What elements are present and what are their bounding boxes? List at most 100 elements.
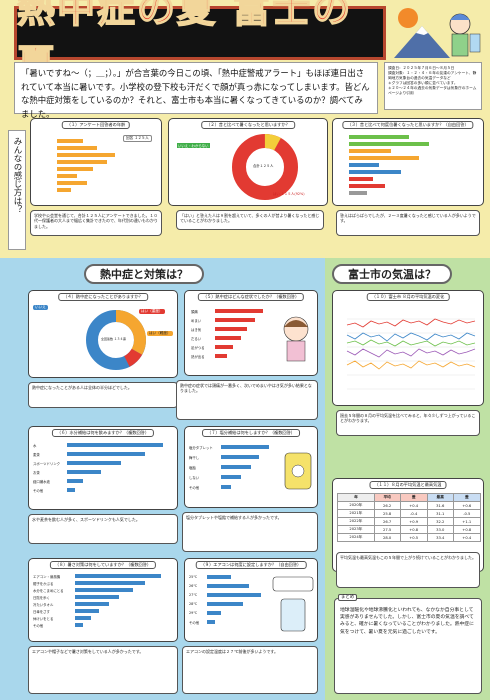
chart-bar (57, 153, 115, 157)
salt-label: 塩飴 (189, 466, 196, 470)
symptom-label: はき気 (191, 328, 202, 332)
table-cell: +0.8 (399, 525, 428, 534)
table-row: 2024年 28.0 +0.5 33.4 +0.4 (337, 533, 482, 542)
temperature-table: 年 平均 差 最高 差 2020年 26.2 +0.4 31.6 +0.6 2021年 2… (337, 493, 482, 542)
chart-bar (221, 485, 231, 489)
temp-label: 26℃ (189, 584, 198, 588)
intro-text: 「暑いですね〜（；＿；）。」が合言葉の今日この頃、「熱中症警戒アラート」もほぼ連… (14, 62, 378, 119)
card-caption: （２）昔と比べて暑くなったと思いますか？ (201, 121, 295, 129)
chart-bar (57, 160, 107, 164)
chart-bar (221, 445, 269, 449)
card-caption: （１１）８月の平均気温と最高気温 (369, 481, 447, 489)
table-row: 2021年 25.8 -0.4 31.1 -0.5 (337, 509, 482, 518)
card-hotter-chart: （２）昔と比べて暑くなったと思いますか？ 合計１２５人 はい １１５人(92%)… (168, 118, 328, 206)
card-caption: （４）熱中症になったことがありますか？ (58, 293, 148, 301)
measure-label: 日傘をさす (33, 610, 50, 614)
legend-tag: はい（重度） (139, 309, 165, 314)
chart-bar (349, 170, 401, 174)
table-cell: +0.4 (399, 501, 428, 510)
summary-box: 地球温暖化や地球沸騰化といわれても、なかなか自分事として実感がありませんでした。… (334, 598, 482, 694)
card-aircon-temp: （９）エアコンは何度に設定しますか？（自由回答） 25℃ 26℃ 27℃ 28℃… (184, 558, 318, 642)
measure-label: 帽子をかぶる (33, 582, 54, 586)
donut-center-label: 全回答数 １３４票 (101, 337, 126, 341)
note-august: 過去５年間の８月の平均気温を比べてみると、年々少しずつ上がっていることがわかりま… (336, 410, 480, 436)
chart-bar (349, 184, 385, 188)
chart-bar (349, 142, 429, 146)
legend-box: 回答 １２５人 (123, 135, 152, 142)
meta-line: 調査日：２０２５年７月６日〜８月５日 (388, 66, 455, 70)
table-cell: 31.1 (426, 509, 454, 518)
chart-bar (207, 611, 221, 615)
temp-label: 27℃ (189, 593, 198, 597)
chart-bar (215, 327, 247, 331)
temperature-line-chart (339, 305, 479, 403)
summary-text: 地球温暖化や地球沸騰化といわれても、なかなか自分事として実感がありませんでした。… (340, 608, 474, 635)
chart-bar (221, 465, 251, 469)
table-cell: 28.0 (373, 533, 401, 542)
mount-fuji-girl-drawing (394, 8, 481, 58)
chart-bar (215, 318, 255, 322)
card-caption: （８）暑さ対策は何をしていますか？（複数回答） (49, 561, 157, 569)
chart-bar (67, 479, 83, 483)
chart-bar (349, 156, 419, 160)
chart-bar (349, 177, 373, 181)
chart-bar (349, 149, 391, 153)
drink-label: お茶 (33, 471, 40, 475)
vertical-label: みんなの感じ方は？ (8, 130, 26, 250)
note-aircon: エアコンの設定温度は２７℃前後が多いようです。 (182, 646, 318, 694)
table-cell: 33.4 (426, 533, 454, 542)
card-symptoms: （５）熱中症はどんな症状でしたか？（複数回答） 頭痛 めまい はき気 だるい 足… (184, 290, 318, 376)
salt-label: 塩分タブレット (189, 446, 213, 450)
card-caption: （１０）富士市 ８月の平均気温の変化 (366, 293, 450, 301)
poster-title-banner: 熱中症の夏 富士の夏 (14, 0, 386, 87)
symptom-label: 熱が出る (191, 355, 205, 359)
card-caption: （３）昔と比べて何度位暑くなったと思いますか？（自由回答） (342, 121, 474, 129)
meta-line: ＊２０〜２４年の過去の気象データは気象庁のホームページより引用 (388, 86, 477, 96)
chart-bar (67, 488, 75, 492)
table-cell: 25.8 (373, 509, 401, 518)
sick-girl-drawing (283, 316, 309, 362)
table-cell: +0.9 (399, 517, 428, 526)
table-row: 2023年 27.5 +0.8 33.0 +0.8 (337, 525, 482, 534)
donut-label: いいえ・わからない (177, 143, 210, 148)
table-header: 差 (399, 493, 428, 502)
chart-bar (349, 191, 367, 195)
table-cell: 27.5 (373, 525, 401, 534)
chart-bar (57, 188, 71, 192)
temp-label: 28℃ (189, 602, 198, 606)
chart-bar (75, 616, 91, 620)
illustration-fuji (392, 4, 484, 60)
degrees-stacked-bars (339, 131, 479, 203)
chart-bar (221, 455, 259, 459)
salt-label: しない (189, 476, 200, 480)
note-hotter: 「はい」と答えた人は９割を超えていて、多くの人が昔より暑くなったと感じていること… (176, 210, 324, 230)
chart-bar (221, 475, 241, 479)
table-cell: 2021年 (337, 509, 375, 518)
chart-bar (67, 443, 163, 447)
table-row: 2022年 26.7 +0.9 32.2 +1.1 (337, 517, 482, 526)
temp-label: 25℃ (189, 575, 198, 579)
legend-tag: いいえ (33, 305, 48, 310)
drink-label: スポーツドリンク (33, 462, 61, 466)
table-header-row: 年 平均 差 最高 差 (337, 493, 482, 502)
symptom-label: 頭痛 (191, 310, 198, 314)
card-caption: （１）アンケート回答者の年齢 (61, 121, 131, 129)
measure-label: エアコン・扇風機 (33, 575, 61, 579)
table-cell: 33.0 (426, 525, 454, 534)
symptom-label: 足がつる (191, 346, 205, 350)
survey-meta: 調査日：２０２５年７月６日〜８月５日 調査対象：１・２・４・６年の友達のアンケー… (384, 62, 482, 110)
chart-bar (207, 575, 231, 579)
table-cell: 26.7 (373, 517, 401, 526)
age-bar-chart: 回答 １２５人 (35, 131, 159, 203)
section-title-left: 熱中症と対策は？ (84, 264, 204, 284)
drink-label: 麦茶 (33, 453, 40, 457)
card-water-intake: （６）水分補給は何を飲みますか？（複数回答） 水 麦茶 スポーツドリンク お茶 … (28, 426, 178, 510)
temp-label: 29℃ (189, 611, 198, 615)
chart-bar (57, 181, 87, 185)
chart-bar (349, 135, 409, 139)
table-header: 最高 (426, 493, 454, 502)
table-cell: 32.2 (426, 517, 454, 526)
table-cell: 26.2 (373, 501, 401, 510)
card-heatstroke-experience: （４）熱中症になったことがありますか？ 全回答数 １３４票 いいえ はい（軽度）… (28, 290, 178, 378)
chart-bar (75, 623, 83, 627)
